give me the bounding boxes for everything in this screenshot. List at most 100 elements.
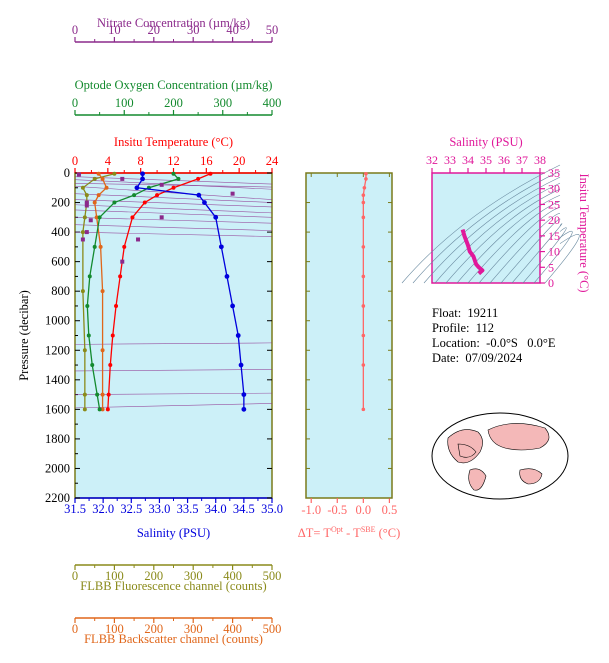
temperature-series-point [108, 363, 113, 368]
temperature-series-point [196, 176, 201, 181]
temperature-axis-tick-label: 12 [167, 154, 180, 168]
pressure-tick-label: 1600 [45, 402, 70, 416]
fluorescence-series-point [82, 348, 87, 353]
nitrate-trace-line [74, 183, 273, 188]
oxygen-axis-tick-label: 400 [263, 96, 282, 110]
backscatter-axis-tick-label: 100 [105, 622, 124, 636]
salinity-axis-tick-label: 34.5 [233, 502, 255, 516]
ts-salinity-tick-label: 37 [516, 153, 528, 167]
salinity-series-point [241, 392, 247, 397]
ts-contour [445, 188, 561, 284]
pressure-tick-label: 800 [51, 284, 70, 298]
profile-number: Profile: 112 [432, 321, 495, 335]
diff-series-point [361, 304, 366, 308]
temperature-series-point [142, 200, 147, 205]
oxygen-axis-tick-label: 300 [213, 96, 232, 110]
diff-series-point [361, 245, 366, 249]
ts-temperature-tick-label: 30 [548, 182, 560, 196]
diff-tick-label: 0.5 [382, 503, 398, 517]
backscatter-series [92, 171, 109, 412]
nitrate-trace-line [74, 369, 273, 372]
oxygen-axis-tick-label: 100 [115, 96, 134, 110]
oxygen-series-point [112, 200, 117, 205]
nitrate-point [80, 237, 85, 242]
nitrate-axis-tick-label: 10 [108, 23, 121, 37]
diff-series-point [361, 193, 366, 197]
fluorescence-axis-tick-label: 0 [72, 569, 78, 583]
ts-salinity-tick-label: 36 [498, 153, 510, 167]
fluorescence-series-point [82, 407, 87, 412]
fluorescence-series-point [92, 176, 97, 181]
backscatter-series-point [98, 244, 103, 249]
oxygen-axis: 0 100 200 300 400 Optode Oxygen Concentration… [72, 78, 282, 116]
pressure-tick-label: 0 [64, 166, 70, 180]
fluorescence-axis-tick-label: 300 [184, 569, 203, 583]
ts-temperature-tick-label: 35 [548, 166, 560, 180]
backscatter-axis-tick-label: 400 [223, 622, 242, 636]
ts-contour [522, 227, 567, 284]
diff-series-point [364, 177, 368, 181]
backscatter-axis-tick-label: 0 [72, 622, 78, 636]
pressure-tick-label: 2000 [45, 461, 70, 475]
ts-contour [401, 164, 561, 284]
diff-series-point [361, 363, 366, 367]
salinity-series-point [235, 333, 241, 338]
salinity-series [134, 171, 247, 412]
salinity-series-point [140, 171, 145, 177]
fluorescence-series-point [80, 230, 85, 235]
map-landmass [457, 443, 477, 458]
temperature-axis-tick-label: 24 [266, 154, 279, 168]
backscatter-axis-tick-label: 300 [184, 622, 203, 636]
pressure-tick-label: 2200 [45, 491, 70, 505]
diff-series [361, 171, 368, 412]
ts-contour [511, 223, 563, 284]
ts-temperature-tick-label: 15 [548, 229, 560, 243]
salinity-series-point [218, 244, 224, 250]
nitrate-point [88, 218, 93, 223]
pressure-tick-label: 1000 [45, 314, 70, 328]
temperature-series-point [110, 333, 115, 338]
ts-salinity-label: Salinity (PSU) [449, 135, 522, 149]
temperature-series-point [155, 193, 160, 198]
ts-series-line [460, 229, 485, 276]
nitrate-axis-tick-label: 0 [72, 23, 78, 37]
ts-temperature-tick-label: 5 [548, 260, 554, 274]
ts-contour [478, 207, 561, 284]
salinity-axis-tick-label: 35.0 [261, 502, 283, 516]
nitrate-axis-label: Nitrate Concentration (µm/kg) [97, 16, 250, 30]
oxygen-series-point [132, 193, 137, 198]
salinity-series-point [238, 362, 244, 368]
salinity-series-point [230, 303, 236, 309]
ts-temperature-tick-label: 10 [548, 245, 560, 259]
pressure-tick-label: 1200 [45, 343, 70, 357]
backscatter-axis-tick-label: 500 [263, 622, 282, 636]
temperature-axis-tick-label: 8 [138, 154, 144, 168]
oxygen-axis-label: Optode Oxygen Concentration (µm/kg) [75, 78, 273, 92]
fluorescence-series-point [84, 193, 89, 198]
salinity-axis-tick-label: 33.0 [148, 502, 170, 516]
temperature-axis: 0 4 8 12 16 20 24 Insitu Temperature (°C) [72, 135, 279, 174]
nitrate-trace-line [74, 231, 273, 237]
temperature-series-point [208, 171, 213, 176]
ts-salinity-tick-label: 35 [480, 153, 492, 167]
diff-series-point [361, 274, 366, 279]
pressure-axis-label: Pressure (decibar) [17, 290, 31, 381]
nitrate-axis-tick-label: 40 [226, 23, 239, 37]
nitrate-point [84, 230, 89, 235]
backscatter-series-point [104, 185, 109, 190]
nitrate-point [159, 215, 164, 220]
salinity-series-point [202, 200, 207, 205]
temperature-series-point [130, 215, 135, 220]
fluorescence-series-point [112, 171, 117, 176]
diff-tick-label: 0.0 [356, 503, 372, 517]
date: Date: 07/09/2024 [432, 351, 523, 365]
ts-salinity-tick-label: 38 [534, 153, 546, 167]
backscatter-series-point [100, 176, 105, 181]
ts-salinity-tick-label: 34 [462, 153, 474, 167]
diff-series-point [361, 407, 366, 412]
temperature-axis-tick-label: 0 [72, 154, 78, 168]
ts-contour [423, 176, 561, 284]
